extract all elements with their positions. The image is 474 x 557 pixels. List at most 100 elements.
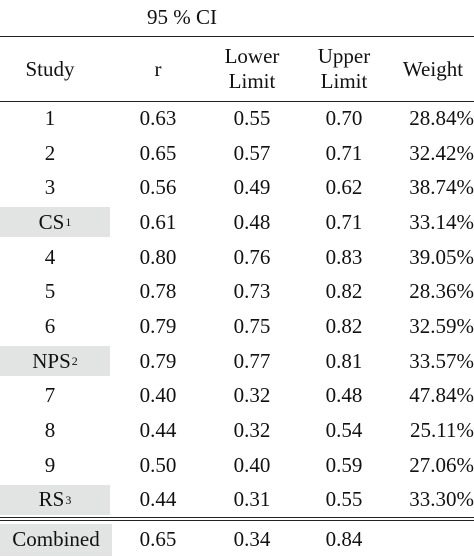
lower-limit-cell: 0.34 bbox=[233, 527, 271, 552]
study-cell: 6 bbox=[0, 309, 100, 344]
weight-cell: 32.42% bbox=[409, 140, 474, 165]
weight-cell: 33.57% bbox=[409, 348, 474, 373]
subgroup-shade: Combined bbox=[0, 523, 112, 556]
weight-cell: 33.14% bbox=[409, 209, 474, 234]
table-row: 8 0.44 0.32 0.54 25.11% bbox=[0, 413, 474, 448]
upper-limit-cell: 0.54 bbox=[325, 418, 363, 443]
lower-limit-cell: 0.31 bbox=[233, 487, 271, 512]
study-cell: RS 3 bbox=[0, 483, 112, 518]
study-label: RS bbox=[38, 487, 65, 512]
lower-limit-cell: 0.77 bbox=[233, 348, 271, 373]
study-cell: 9 bbox=[0, 448, 100, 483]
table-body: 1 0.63 0.55 0.70 28.84% 2 0.65 0.57 0.71 32.42% 3 0… bbox=[0, 101, 474, 556]
r-cell: 0.78 bbox=[139, 279, 177, 304]
upper-limit-cell: 0.82 bbox=[325, 313, 363, 338]
study-label: Combined bbox=[12, 527, 100, 552]
table-row: 5 0.78 0.73 0.82 28.36% bbox=[0, 274, 474, 309]
header-r-label: r bbox=[154, 56, 162, 81]
study-label: 8 bbox=[44, 418, 56, 443]
header-weight: Weight bbox=[390, 37, 474, 101]
study-cell: 8 bbox=[0, 413, 100, 448]
r-cell: 0.65 bbox=[139, 527, 177, 552]
study-label: 6 bbox=[44, 313, 56, 338]
header-bottom-rule bbox=[0, 101, 474, 102]
weight-cell: 39.05% bbox=[409, 244, 474, 269]
upper-limit-cell: 0.70 bbox=[325, 105, 363, 130]
r-cell: 0.65 bbox=[139, 140, 177, 165]
study-cell: CS 1 bbox=[0, 205, 112, 240]
weight-cell: 47.84% bbox=[409, 383, 474, 408]
lower-limit-cell: 0.32 bbox=[233, 383, 271, 408]
header-lower-line-2: Limit bbox=[228, 69, 276, 93]
upper-limit-cell: 0.81 bbox=[325, 348, 363, 373]
subgroup-shade: CS 1 bbox=[0, 207, 110, 238]
upper-limit-cell: 0.82 bbox=[325, 279, 363, 304]
study-label: 5 bbox=[44, 279, 56, 304]
upper-limit-cell: 0.71 bbox=[325, 209, 363, 234]
study-label: CS bbox=[38, 209, 65, 234]
study-label: 2 bbox=[44, 140, 56, 165]
upper-limit-cell: 0.59 bbox=[325, 452, 363, 477]
r-cell: 0.80 bbox=[139, 244, 177, 269]
subgroup-shade: NPS 2 bbox=[0, 346, 110, 377]
r-cell: 0.79 bbox=[139, 348, 177, 373]
r-cell: 0.40 bbox=[139, 383, 177, 408]
lower-limit-cell: 0.57 bbox=[233, 140, 271, 165]
r-cell: 0.63 bbox=[139, 105, 177, 130]
header-study: Study bbox=[0, 37, 100, 101]
r-cell: 0.44 bbox=[139, 418, 177, 443]
study-cell: 3 bbox=[0, 170, 100, 205]
table-row: 6 0.79 0.75 0.82 32.59% bbox=[0, 309, 474, 344]
study-label: 9 bbox=[44, 452, 56, 477]
table-row: 7 0.40 0.32 0.48 47.84% bbox=[0, 379, 474, 414]
subgroup-shade: RS 3 bbox=[0, 484, 110, 515]
study-cell: 1 bbox=[0, 101, 100, 136]
r-cell: 0.56 bbox=[139, 175, 177, 200]
header-upper-line-2: Limit bbox=[320, 69, 368, 93]
table-row: 4 0.80 0.76 0.83 39.05% bbox=[0, 240, 474, 275]
weight-cell: 33.30% bbox=[409, 487, 474, 512]
header-lower-limit: Lower Limit bbox=[200, 37, 304, 101]
header-upper-line-1: Upper bbox=[317, 44, 371, 68]
study-cell: 4 bbox=[0, 240, 100, 275]
weight-cell bbox=[388, 522, 474, 557]
subgroup-row: NPS 2 0.79 0.77 0.81 33.57% bbox=[0, 344, 474, 379]
study-cell: 5 bbox=[0, 274, 100, 309]
lower-limit-cell: 0.55 bbox=[233, 105, 271, 130]
weight-cell: 32.59% bbox=[409, 313, 474, 338]
ci-group-label: 95 % CI bbox=[147, 5, 217, 29]
upper-limit-cell: 0.55 bbox=[325, 487, 363, 512]
study-cell: Combined bbox=[0, 522, 112, 557]
study-label: 3 bbox=[44, 175, 56, 200]
r-cell: 0.61 bbox=[139, 209, 177, 234]
header-lower-line-1: Lower bbox=[224, 44, 280, 68]
lower-limit-cell: 0.49 bbox=[233, 175, 271, 200]
study-label: NPS bbox=[32, 348, 71, 373]
weight-cell: 28.36% bbox=[409, 279, 474, 304]
lower-limit-cell: 0.76 bbox=[233, 244, 271, 269]
study-label: 4 bbox=[44, 244, 56, 269]
weight-cell: 27.06% bbox=[409, 452, 474, 477]
combined-row: Combined 0.65 0.34 0.84 bbox=[0, 522, 474, 556]
table-row: 1 0.63 0.55 0.70 28.84% bbox=[0, 101, 474, 136]
weight-cell: 25.11% bbox=[410, 418, 474, 443]
header-weight-label: Weight bbox=[402, 56, 464, 81]
upper-limit-cell: 0.62 bbox=[325, 175, 363, 200]
combined-top-rule-1 bbox=[0, 517, 474, 518]
table-row: 9 0.50 0.40 0.59 27.06% bbox=[0, 448, 474, 483]
r-cell: 0.79 bbox=[139, 313, 177, 338]
header-upper-limit: Upper Limit bbox=[292, 37, 396, 101]
header-study-label: Study bbox=[25, 56, 75, 81]
lower-limit-cell: 0.32 bbox=[233, 418, 271, 443]
header-r: r bbox=[108, 37, 208, 101]
upper-limit-cell: 0.83 bbox=[325, 244, 363, 269]
table-header-row: Study r Lower Limit Upper Limit Weight bbox=[0, 37, 474, 101]
lower-limit-cell: 0.73 bbox=[233, 279, 271, 304]
subgroup-row: RS 3 0.44 0.31 0.55 33.30% bbox=[0, 483, 474, 518]
study-label: 1 bbox=[44, 105, 56, 130]
table-row: 2 0.65 0.57 0.71 32.42% bbox=[0, 136, 474, 171]
weight-cell: 28.84% bbox=[409, 105, 474, 130]
table-top-rule bbox=[0, 36, 474, 37]
combined-top-rule-2 bbox=[0, 520, 474, 521]
upper-limit-cell: 0.71 bbox=[325, 140, 363, 165]
